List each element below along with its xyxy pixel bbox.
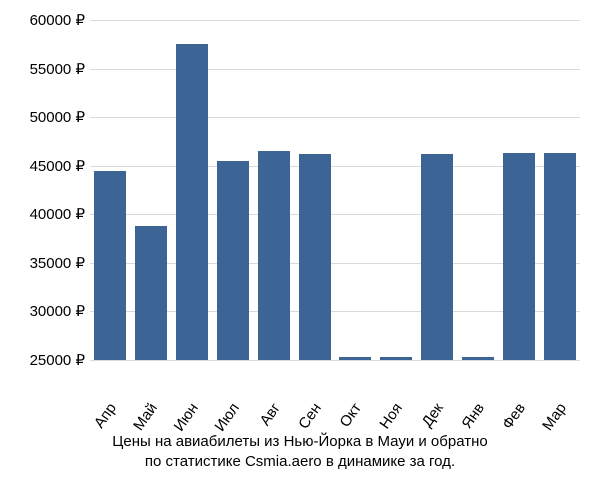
y-tick-label: 25000 ₽: [30, 351, 85, 369]
bar: [299, 154, 331, 360]
bars-container: [90, 20, 580, 360]
caption-line-2: по статистике Csmia.aero в динамике за г…: [145, 453, 455, 470]
x-tick-label: Ноя: [377, 400, 407, 432]
y-tick-label: 40000 ₽: [30, 205, 85, 223]
bar: [94, 171, 126, 360]
x-tick-label: Июн: [171, 400, 202, 435]
x-tick-label: Фев: [499, 400, 529, 432]
price-bar-chart: Апр Май Июн Июл Авг Сен Окт Ноя Дек Янв Фев Мар Цен…: [0, 0, 600, 500]
y-tick-label: 45000 ₽: [30, 157, 85, 175]
x-tick-label: Мар: [539, 400, 570, 434]
x-tick-label: Окт: [337, 400, 365, 430]
x-tick-label: Май: [130, 400, 161, 434]
bar: [135, 226, 167, 360]
bar: [176, 44, 208, 360]
bar: [503, 153, 535, 360]
x-tick-label: Июл: [211, 400, 242, 435]
x-tick-label: Апр: [91, 400, 120, 431]
x-tick-label: Дек: [419, 400, 447, 430]
bar: [544, 153, 576, 360]
chart-caption: Цены на авиабилеты из Нью-Йорка в Мауи и…: [0, 432, 600, 473]
x-tick-label: Сен: [295, 400, 325, 432]
plot-area: [90, 20, 580, 360]
bar: [217, 161, 249, 360]
x-tick-label: Янв: [458, 400, 487, 432]
bar: [421, 154, 453, 360]
y-tick-label: 35000 ₽: [30, 254, 85, 272]
caption-line-1: Цены на авиабилеты из Нью-Йорка в Мауи и…: [112, 433, 487, 450]
bar: [258, 151, 290, 360]
y-tick-label: 30000 ₽: [30, 302, 85, 320]
y-tick-label: 55000 ₽: [30, 60, 85, 78]
y-tick-label: 60000 ₽: [30, 11, 85, 29]
y-tick-label: 50000 ₽: [30, 108, 85, 126]
x-axis-labels: АпрМайИюнИюлАвгСенОктНояДекЯнвФевМар: [90, 360, 580, 430]
x-tick-label: Авг: [256, 400, 283, 429]
